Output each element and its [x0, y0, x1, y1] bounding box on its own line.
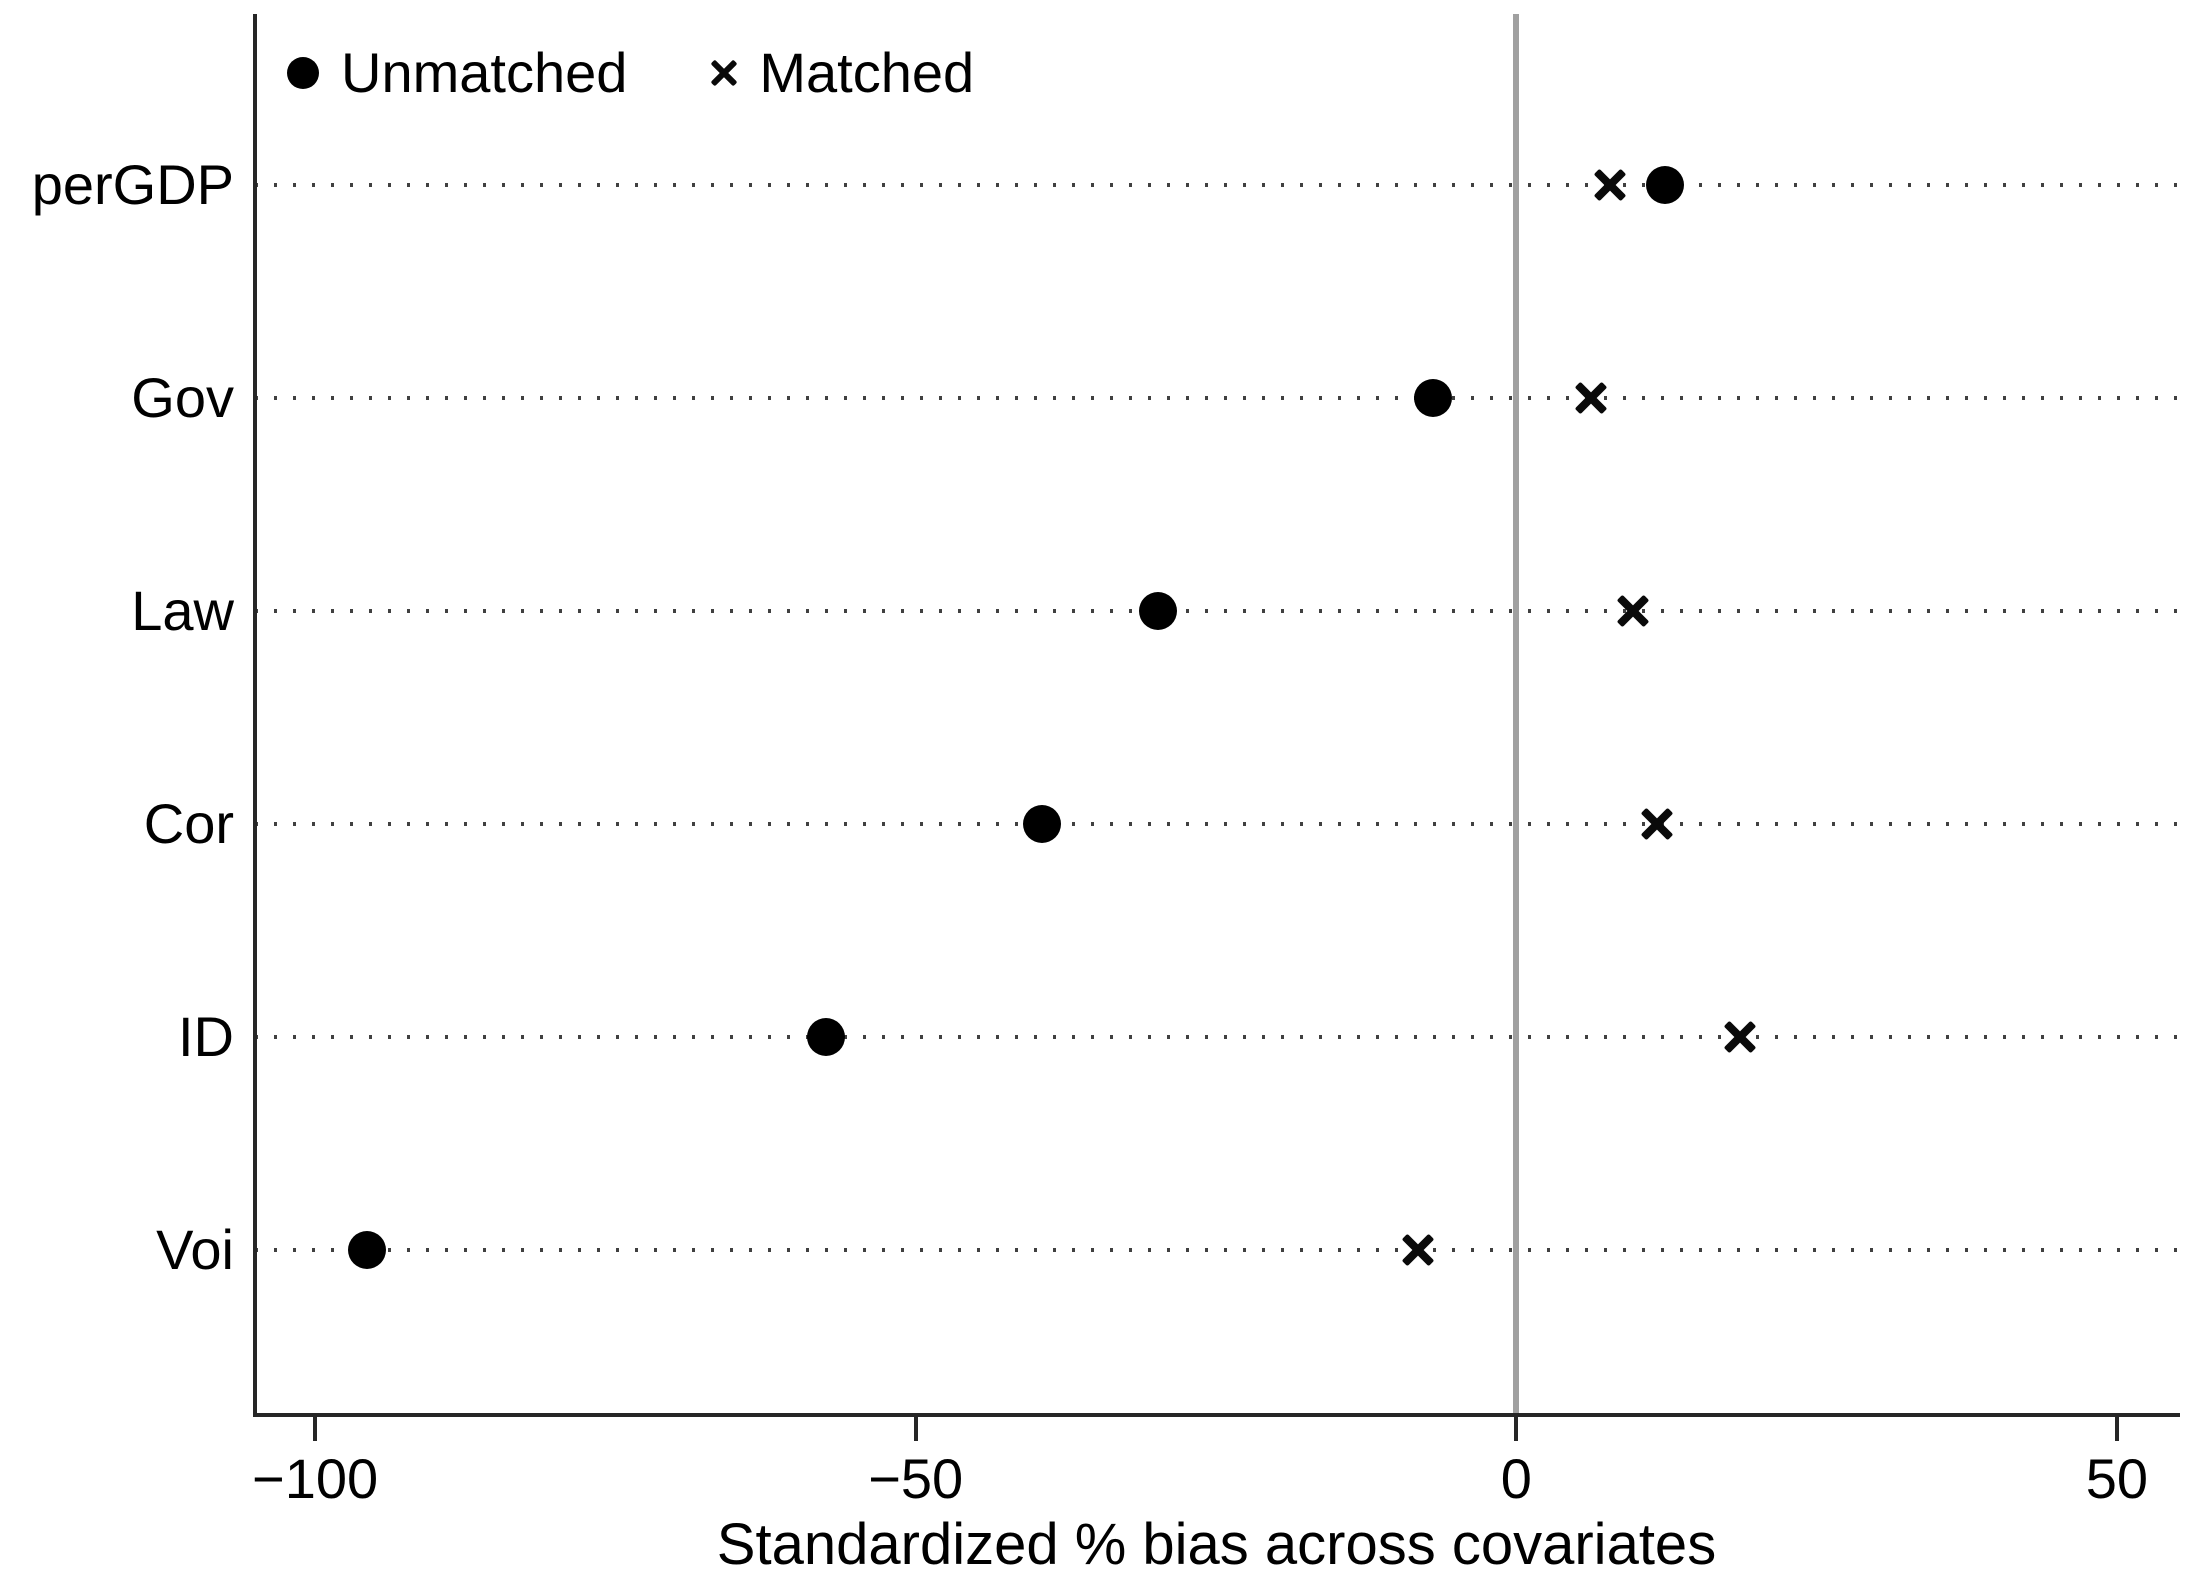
x-tick-50 — [2114, 1417, 2119, 1441]
unmatched-marker-pergdp — [1646, 166, 1685, 204]
matched-marker-id — [1725, 1022, 1755, 1052]
x-tick-label-50: 50 — [2085, 1447, 2149, 1510]
matched-marker-voi — [1403, 1235, 1433, 1265]
x-axis-title: Standardized % bias across covariates — [716, 1512, 1717, 1577]
x-axis-line — [253, 1413, 2180, 1417]
grid-line-cor — [255, 822, 2177, 826]
y-axis-label-gov: Gov — [131, 366, 234, 429]
matched-x-icon — [711, 60, 737, 86]
unmatched-marker-law — [1139, 592, 1178, 630]
x-tick-label-0: 0 — [1500, 1447, 1532, 1510]
unmatched-marker-id — [806, 1018, 845, 1056]
y-axis-label-voi: Voi — [156, 1218, 234, 1281]
x-tick-label--100: −100 — [251, 1447, 379, 1510]
unmatched-circle-icon — [287, 57, 319, 89]
unmatched-marker-cor — [1022, 805, 1061, 843]
legend-label-matched: Matched — [759, 41, 975, 104]
matched-marker-law — [1618, 596, 1648, 626]
y-axis-label-cor: Cor — [143, 792, 234, 855]
grid-line-voi — [255, 1248, 2177, 1252]
grid-line-pergdp — [255, 183, 2177, 187]
x-tick--50 — [913, 1417, 918, 1441]
x-tick-0 — [1514, 1417, 1519, 1441]
y-axis-line — [253, 14, 257, 1417]
x-tick-label--50: −50 — [868, 1447, 964, 1510]
y-axis-label-law: Law — [131, 579, 234, 642]
grid-line-gov — [255, 396, 2177, 400]
matched-marker-cor — [1642, 809, 1672, 839]
matched-marker-pergdp — [1595, 170, 1625, 200]
grid-line-id — [255, 1035, 2177, 1039]
y-axis-label-pergdp: perGDP — [31, 153, 234, 216]
matched-marker-gov — [1576, 383, 1606, 413]
y-axis-label-id: ID — [178, 1005, 234, 1068]
legend-label-unmatched: Unmatched — [341, 41, 628, 104]
legend: Unmatched Matched — [287, 40, 974, 106]
unmatched-marker-gov — [1414, 379, 1453, 417]
zero-reference-line — [1513, 14, 1520, 1413]
unmatched-marker-voi — [347, 1231, 386, 1269]
grid-line-law — [255, 609, 2177, 613]
x-tick--100 — [313, 1417, 318, 1441]
